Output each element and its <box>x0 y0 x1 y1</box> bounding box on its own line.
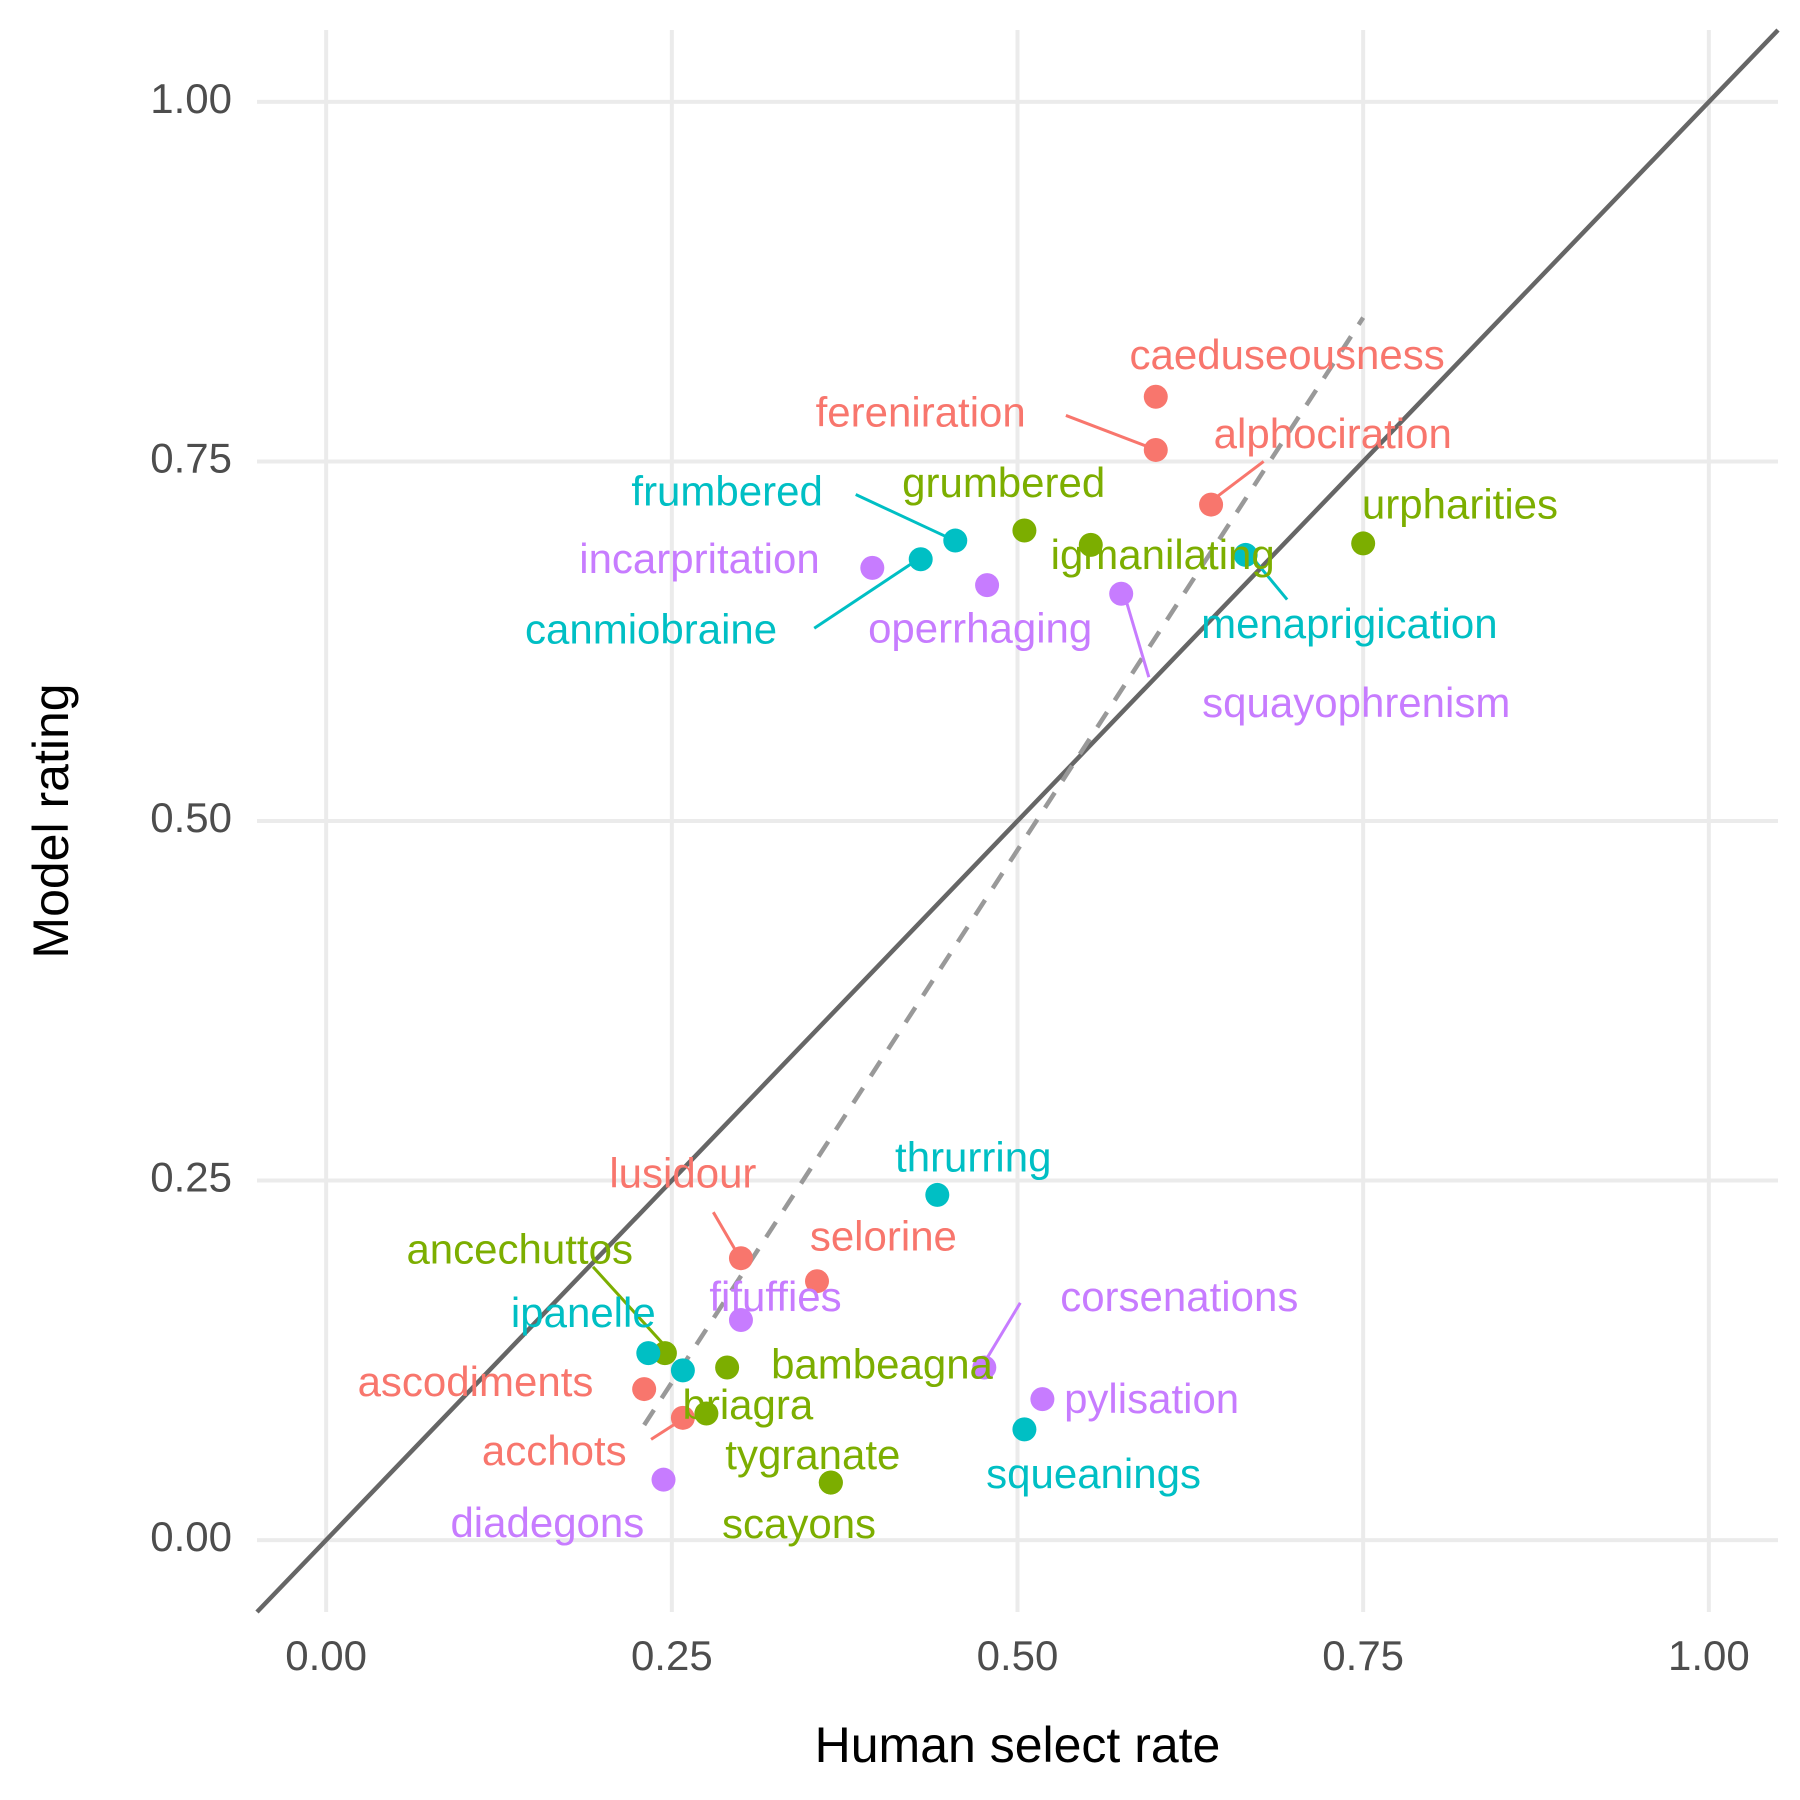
point-canmiobraine <box>908 547 933 572</box>
point-selorine <box>805 1269 830 1294</box>
label-scayons: scayons <box>722 1500 876 1547</box>
label-squeanings: squeanings <box>986 1450 1201 1497</box>
label-ascodiments: ascodiments <box>358 1358 594 1405</box>
identity-line <box>255 28 1780 1614</box>
label-selorine: selorine <box>810 1213 957 1260</box>
point-acchots <box>670 1405 695 1430</box>
leader-fereniration <box>1065 414 1150 449</box>
point-diadegons <box>651 1467 676 1492</box>
point-menaprigication <box>1233 542 1258 567</box>
label-grumbered: grumbered <box>902 459 1105 506</box>
label-frumbered: frumbered <box>631 468 822 515</box>
point-pylisation <box>1030 1387 1055 1412</box>
point-fifuffies <box>728 1308 753 1333</box>
point-incarpritation <box>860 555 885 580</box>
y-tick-label: 0.25 <box>150 1154 232 1201</box>
reference-lines <box>255 28 1780 1614</box>
x-axis-title: Human select rate <box>815 1717 1221 1773</box>
label-leaders <box>591 414 1289 1441</box>
grid <box>257 30 1778 1612</box>
axis-ticks: 0.00 0.25 0.50 0.75 1.00 0.00 0.25 0.50 0.75 1.00 <box>150 75 1749 1679</box>
label-tygranate: tygranate <box>725 1431 900 1478</box>
x-tick-label: 0.50 <box>977 1632 1059 1679</box>
label-ipanelle: ipanelle <box>511 1289 656 1336</box>
leader-ancechuttos <box>591 1265 667 1347</box>
y-tick-label: 1.00 <box>150 75 232 122</box>
point-grumbered <box>1012 518 1037 543</box>
leader-corsenations <box>984 1302 1022 1362</box>
label-bambeagna: bambeagna <box>771 1341 993 1388</box>
point-corsenations <box>972 1355 997 1380</box>
leader-canmiobraine <box>813 560 915 630</box>
label-urpharities: urpharities <box>1362 481 1558 528</box>
label-lusidour: lusidour <box>609 1149 756 1196</box>
y-tick-label: 0.50 <box>150 794 232 841</box>
label-canmiobraine: canmiobraine <box>525 606 777 653</box>
point-ipanelle <box>636 1341 661 1366</box>
y-tick-label: 0.00 <box>150 1513 232 1560</box>
leader-alphociration <box>1217 460 1265 498</box>
point-bambeagna <box>715 1355 740 1380</box>
x-tick-label: 0.75 <box>1322 1632 1404 1679</box>
label-incarpritation: incarpritation <box>579 535 819 582</box>
label-acchots: acchots <box>482 1427 627 1474</box>
point-igmanilating <box>1078 532 1103 557</box>
leader-squayophrenism <box>1123 597 1151 678</box>
point-squayophrenism <box>1109 581 1134 606</box>
point-operrhaging <box>975 573 1000 598</box>
point-caeduseousness <box>1143 384 1168 409</box>
point-ascodiments <box>632 1377 657 1402</box>
data-points <box>632 384 1376 1495</box>
fit-line <box>642 316 1366 1427</box>
point-lusidour <box>728 1246 753 1271</box>
x-tick-label: 0.00 <box>285 1632 367 1679</box>
label-squayophrenism: squayophrenism <box>1202 679 1510 726</box>
label-ancechuttos: ancechuttos <box>406 1226 633 1273</box>
label-corsenations: corsenations <box>1060 1273 1298 1320</box>
label-alphociration: alphociration <box>1214 410 1452 457</box>
y-tick-label: 0.75 <box>150 435 232 482</box>
label-thrurring: thrurring <box>895 1134 1051 1181</box>
label-pylisation: pylisation <box>1064 1375 1239 1422</box>
label-caeduseousness: caeduseousness <box>1130 331 1445 378</box>
point-fereniration <box>1143 437 1168 462</box>
label-menaprigication: menaprigication <box>1201 600 1498 647</box>
y-axis-title: Model rating <box>23 683 79 958</box>
label-igmanilating: igmanilating <box>1051 531 1275 578</box>
point-scayons <box>818 1470 843 1495</box>
x-tick-label: 1.00 <box>1668 1632 1750 1679</box>
point-briagra <box>694 1401 719 1426</box>
point-frumbered <box>943 528 968 553</box>
leader-lusidour <box>712 1211 739 1254</box>
point-unnamed-point <box>670 1358 695 1383</box>
point-squeanings <box>1012 1417 1037 1442</box>
x-tick-label: 0.25 <box>631 1632 713 1679</box>
label-fereniration: fereniration <box>816 389 1026 436</box>
label-briagra: briagra <box>682 1381 813 1428</box>
point-urpharities <box>1351 531 1376 556</box>
point-ancechuttos <box>652 1341 677 1366</box>
point-alphociration <box>1199 492 1224 517</box>
leader-menaprigication <box>1251 556 1289 601</box>
leader-frumbered <box>855 493 949 540</box>
point-thrurring <box>925 1182 950 1207</box>
label-fifuffies: fifuffies <box>709 1273 841 1320</box>
point-labels: caeduseousness fereniration alphociration l… <box>358 331 1558 1547</box>
label-diadegons: diadegons <box>450 1499 644 1546</box>
label-operrhaging: operrhaging <box>868 604 1092 651</box>
